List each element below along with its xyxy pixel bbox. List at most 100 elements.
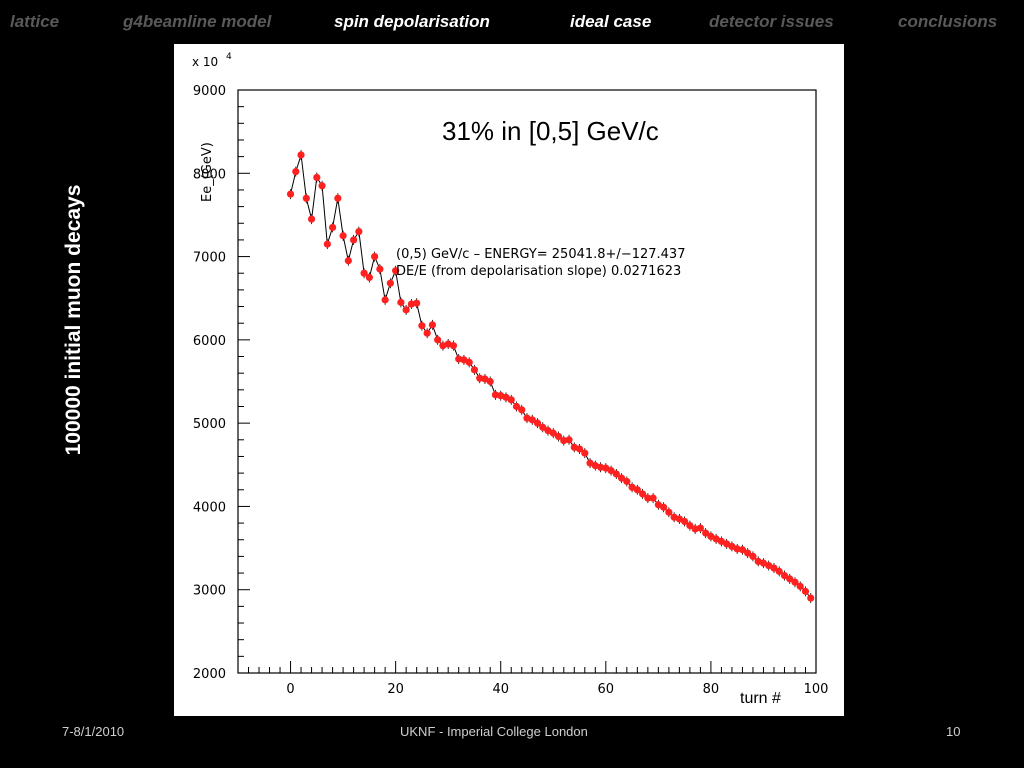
data-point (512, 402, 521, 411)
data-point (371, 252, 379, 261)
y-tick-label: 2000 (193, 667, 226, 682)
x-tick-label: 0 (286, 682, 294, 697)
data-point (633, 486, 641, 494)
data-point (796, 582, 804, 590)
top-navigation: lattice g4beamline model spin depolarisa… (0, 0, 1024, 44)
y-tick-label: 6000 (193, 334, 226, 349)
data-point (681, 517, 689, 526)
chart-title: 31% in [0,5] GeV/c (442, 116, 659, 146)
data-point (386, 279, 394, 287)
data-point (780, 571, 789, 580)
data-point (339, 232, 347, 240)
data-point (423, 329, 431, 337)
plot-area (237, 89, 817, 674)
y-tick-label: 3000 (193, 584, 226, 599)
data-point (581, 449, 589, 457)
data-point (702, 529, 710, 537)
annotation-energy: (0,5) GeV/c – ENERGY= 25041.8+/−127.437 (396, 247, 685, 262)
data-point (323, 240, 331, 248)
data-point (365, 273, 373, 281)
y-tick-label: 8000 (193, 167, 226, 182)
nav-item-detector-issues[interactable]: detector issues (709, 12, 834, 31)
data-point (297, 151, 305, 159)
data-point (518, 406, 526, 414)
data-point (470, 366, 479, 374)
data-point (749, 552, 757, 560)
axes: 2000 3000 4000 5000 6000 7000 8000 9000 0 20 40 60 8… (193, 84, 829, 697)
data-point (307, 215, 316, 223)
data-point (549, 429, 557, 437)
data-point (313, 173, 321, 182)
data-point (428, 321, 437, 329)
data-point (801, 587, 810, 595)
x-axis-label: turn # (740, 690, 781, 707)
data-points (286, 149, 815, 604)
data-point (644, 494, 652, 502)
data-point (376, 265, 384, 273)
data-point (744, 549, 752, 557)
footer-date: 7-8/1/2010 (62, 724, 125, 739)
data-point (302, 194, 310, 202)
data-point (775, 567, 783, 575)
data-point (786, 575, 794, 583)
annotation-depolarisation: DE/E (from depolarisation slope) 0.02716… (396, 264, 681, 279)
side-label-text: 100000 initial muon decays (62, 184, 85, 456)
data-point (350, 236, 358, 244)
data-point (617, 474, 626, 482)
data-point (696, 524, 705, 532)
x-tick-label: 60 (598, 682, 615, 697)
data-point (807, 594, 815, 602)
data-point (554, 432, 563, 441)
y-tick-label: 7000 (193, 251, 226, 266)
data-point (328, 223, 337, 232)
data-point (286, 190, 295, 198)
data-point (791, 578, 799, 586)
data-point (639, 490, 647, 498)
data-point (465, 358, 473, 366)
data-point (360, 269, 368, 277)
data-point (533, 419, 542, 427)
data-point (318, 182, 326, 190)
data-point (486, 377, 494, 386)
footer-page-number: 10 (946, 724, 961, 739)
nav-item-spin-depolarisation[interactable]: spin depolarisation (334, 12, 490, 31)
nav-item-g4beamline-model[interactable]: g4beamline model (123, 12, 272, 31)
data-point (507, 396, 515, 404)
data-point (686, 521, 694, 530)
data-point (770, 564, 778, 572)
x-tick-label: 40 (492, 682, 509, 697)
data-point (402, 306, 410, 314)
data-point (434, 336, 442, 344)
nav-item-lattice[interactable]: lattice (10, 12, 60, 31)
x-tick-label: 20 (387, 682, 404, 697)
data-point (665, 508, 673, 516)
data-point (738, 546, 747, 554)
data-point (418, 322, 426, 330)
x-tick-label: 80 (703, 682, 720, 697)
footer: 7-8/1/2010 UKNF - Imperial College Londo… (0, 724, 1024, 748)
scatter-chart: 2000 3000 4000 5000 6000 7000 8000 9000 0 20 40 60 8… (192, 52, 829, 707)
nav-item-conclusions[interactable]: conclusions (898, 12, 998, 31)
nav-item-ideal-case[interactable]: ideal case (570, 12, 652, 31)
y-multiplier: x 10 (192, 55, 218, 69)
data-point (344, 257, 352, 265)
footer-institution: UKNF - Imperial College London (400, 724, 588, 739)
plot-frame: 2000 3000 4000 5000 6000 7000 8000 9000 0 20 40 60 8… (174, 44, 844, 716)
data-point (528, 416, 536, 424)
data-point (292, 168, 300, 176)
y-axis-label: Ee_(GeV) (200, 142, 215, 202)
data-point (355, 227, 363, 236)
data-point (607, 467, 615, 475)
data-point (413, 299, 421, 307)
data-point (565, 436, 573, 444)
y-tick-label: 5000 (193, 417, 226, 432)
data-point (392, 267, 400, 275)
data-point (612, 470, 620, 478)
data-point (397, 298, 405, 306)
data-point (649, 494, 657, 502)
data-point (660, 503, 668, 511)
y-multiplier-exponent: 4 (226, 52, 232, 62)
data-point (449, 342, 458, 350)
y-tick-label: 9000 (193, 84, 226, 99)
side-label: 100000 initial muon decays (52, 155, 96, 485)
